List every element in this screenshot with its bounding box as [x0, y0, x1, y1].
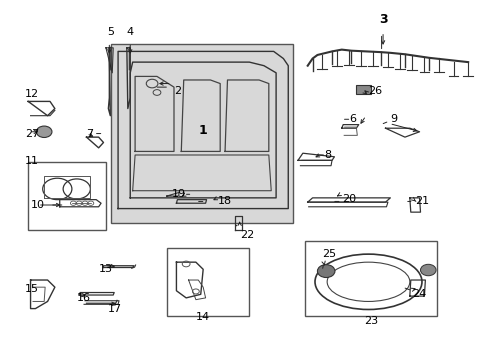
Circle shape: [36, 126, 52, 138]
Text: 10: 10: [30, 200, 44, 210]
Text: 3: 3: [378, 13, 386, 26]
Text: 8: 8: [324, 150, 331, 160]
Bar: [111, 44, 292, 223]
Text: 12: 12: [25, 89, 39, 99]
Text: 24: 24: [411, 289, 426, 299]
Text: 15: 15: [25, 284, 39, 294]
Bar: [28, 162, 106, 230]
Text: 25: 25: [322, 249, 336, 258]
Text: 18: 18: [217, 197, 231, 206]
Text: 27: 27: [25, 129, 39, 139]
Text: 26: 26: [368, 86, 382, 96]
Circle shape: [317, 265, 334, 278]
Bar: [166, 248, 249, 316]
Text: 23: 23: [363, 316, 377, 326]
Text: 9: 9: [389, 114, 397, 124]
Text: 22: 22: [239, 230, 253, 240]
Text: 5: 5: [107, 27, 114, 37]
Text: 16: 16: [77, 293, 91, 303]
Circle shape: [420, 264, 435, 276]
Text: 2: 2: [174, 86, 181, 96]
Text: 7: 7: [86, 129, 93, 139]
Text: 21: 21: [414, 197, 428, 206]
Text: 17: 17: [107, 303, 121, 314]
Text: 13: 13: [99, 264, 112, 274]
Text: 1: 1: [199, 124, 207, 137]
Text: 20: 20: [341, 194, 355, 204]
Text: 6: 6: [348, 114, 355, 124]
Text: 14: 14: [196, 312, 210, 322]
Bar: [305, 241, 436, 316]
Bar: [356, 85, 370, 94]
Text: 11: 11: [25, 156, 39, 166]
Text: 4: 4: [126, 27, 134, 37]
Text: 19: 19: [172, 189, 186, 199]
